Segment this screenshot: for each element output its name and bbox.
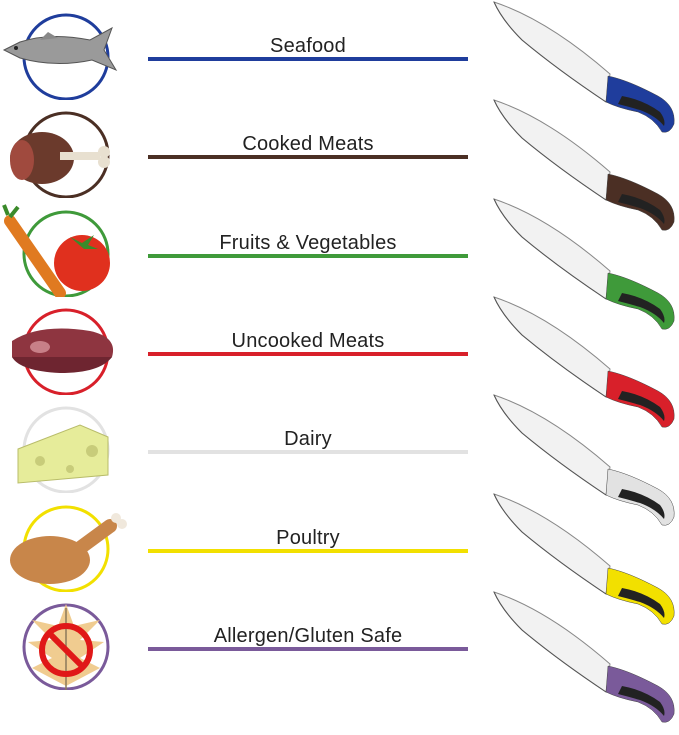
category-label: Seafood: [270, 35, 346, 57]
roast-chicken-icon: [0, 492, 135, 592]
color-line: [148, 646, 468, 651]
chef-knife: [488, 197, 679, 337]
color-line: [148, 548, 468, 553]
fish-icon: [0, 0, 135, 101]
chef-knife: [488, 590, 679, 730]
color-line: [148, 155, 468, 160]
color-line: [148, 57, 468, 61]
ham-icon: [0, 98, 135, 199]
tomato-carrot-icon: [0, 197, 135, 299]
no-wheat-icon: [0, 590, 135, 692]
color-line: [148, 253, 468, 258]
category-row: Fruits & Vegetables: [0, 197, 679, 330]
category-label: Poultry: [276, 526, 340, 549]
raw-steak-icon: [0, 295, 135, 396]
category-label: Allergen/Gluten Safe: [213, 624, 403, 647]
category-row: Uncooked Meats: [0, 295, 679, 428]
category-row: Allergen/Gluten Safe: [0, 590, 679, 723]
chef-knife: [488, 295, 679, 435]
chef-knife: [488, 492, 679, 632]
chef-knife: [488, 0, 679, 140]
chef-knife: [488, 393, 679, 533]
category-row: Seafood: [0, 0, 679, 133]
color-line: [148, 450, 468, 455]
category-row: Dairy: [0, 393, 679, 526]
category-label: Fruits & Vegetables: [219, 231, 397, 254]
category-row: Poultry: [0, 492, 679, 625]
color-line: [148, 351, 468, 356]
cheese-icon: [0, 393, 135, 494]
category-label: Uncooked Meats: [231, 329, 385, 352]
chef-knife: [488, 98, 679, 238]
category-label: Cooked Meats: [242, 133, 374, 156]
category-row: Cooked Meats: [0, 98, 679, 231]
category-label: Dairy: [284, 428, 332, 451]
